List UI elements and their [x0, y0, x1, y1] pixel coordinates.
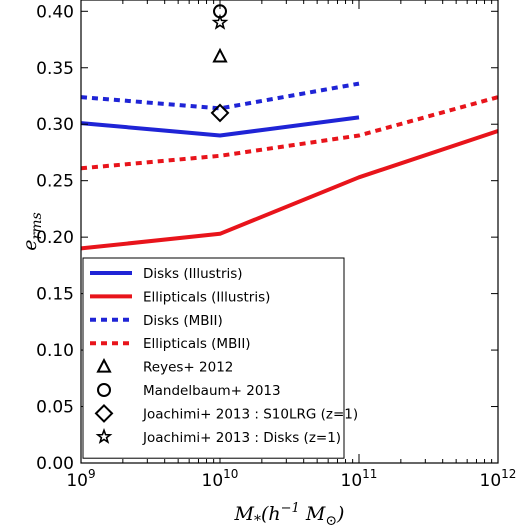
y-axis-label-main: e — [19, 239, 41, 250]
x-tick-label: 1010 — [202, 467, 239, 491]
x-axis-label-open: (h — [261, 503, 281, 525]
x-axis-label-m: M — [234, 503, 255, 525]
svg-text:erms: erms — [19, 212, 45, 250]
legend-label-ellipticals-mbii: Ellipticals (MBII) — [143, 336, 251, 352]
plot-frame — [80, 0, 499, 464]
legend-box — [82, 257, 345, 459]
series-layer — [80, 4, 499, 251]
x-axis-label-sub: * — [254, 513, 261, 529]
x-tick-label-base: 10 — [341, 471, 363, 491]
legend-label-mandelbaum-2013: Mandelbaum+ 2013 — [143, 383, 281, 399]
y-tick-label: 0.10 — [36, 341, 74, 361]
x-axis-label: M*(h−1 M⊙) — [234, 501, 345, 529]
series-line-disks-illustris — [80, 115, 360, 138]
x-axis-label-msun: M — [300, 503, 326, 525]
x-tick-label: 1012 — [480, 467, 517, 491]
y-tick-label: 0.30 — [36, 115, 74, 135]
y-tick-label: 0.40 — [36, 2, 74, 22]
y-tick-label: 0.05 — [36, 398, 74, 418]
legend-marker-mandelbaum-2013 — [97, 383, 111, 397]
x-tick-label-exp: 12 — [501, 467, 516, 481]
series-line-ellipticals-mbii — [80, 95, 499, 171]
series-line-ellipticals-illustris — [80, 129, 499, 251]
marker-joachimi-2013-disks-z-1 — [211, 13, 229, 30]
y-tick-label: 0.20 — [36, 228, 74, 248]
x-tick-label-base: 10 — [480, 471, 502, 491]
x-tick-label-exp: 11 — [362, 467, 377, 481]
y-tick-label: 0.35 — [36, 59, 74, 79]
legend-label-ellipticals-illustris: Ellipticals (Illustris) — [143, 289, 270, 305]
marker-reyes-2012 — [212, 47, 228, 63]
y-tick-label: 0.00 — [36, 454, 74, 474]
x-tick-label-exp: 10 — [223, 467, 238, 481]
y-axis-label: erms — [19, 212, 45, 250]
legend-label-disks-mbii: Disks (MBII) — [143, 313, 223, 329]
x-axis-label-close: ) — [336, 503, 344, 525]
x-tick-label: 109 — [66, 467, 95, 491]
x-axis-label-sun: ⊙ — [325, 513, 337, 529]
x-tick-label-base: 10 — [66, 471, 88, 491]
x-tick-label-base: 10 — [202, 471, 224, 491]
legend-marker-joachimi-2013-disks-z-1 — [95, 427, 113, 444]
y-axis-label-sub: rms — [29, 212, 45, 239]
series-line-disks-mbii — [80, 81, 360, 111]
legend-label-reyes-2012: Reyes+ 2012 — [143, 360, 233, 376]
legend-label-joachimi-2013-disks-z-1: Joachimi+ 2013 : Disks (z=1) — [142, 430, 341, 446]
legend: Disks (Illustris) Ellipticals (Illustris)… — [82, 257, 358, 459]
svg-text:M*(h−1 M⊙): M*(h−1 M⊙) — [234, 501, 345, 529]
x-axis-label-exp: −1 — [281, 501, 300, 516]
y-tick-label: 0.25 — [36, 172, 74, 192]
marker-joachimi-2013-s10lrg-z-1 — [210, 103, 230, 123]
x-tick-label-exp: 9 — [88, 467, 96, 481]
y-tick-label: 0.15 — [36, 285, 74, 305]
x-tick-label: 1011 — [341, 467, 378, 491]
legend-marker-joachimi-2013-s10lrg-z-1 — [94, 403, 114, 423]
legend-label-joachimi-2013-s10lrg-z-1: Joachimi+ 2013 : S10LRG (z=1) — [142, 406, 358, 422]
legend-marker-reyes-2012 — [96, 357, 112, 373]
legend-label-disks-illustris: Disks (Illustris) — [143, 266, 243, 282]
